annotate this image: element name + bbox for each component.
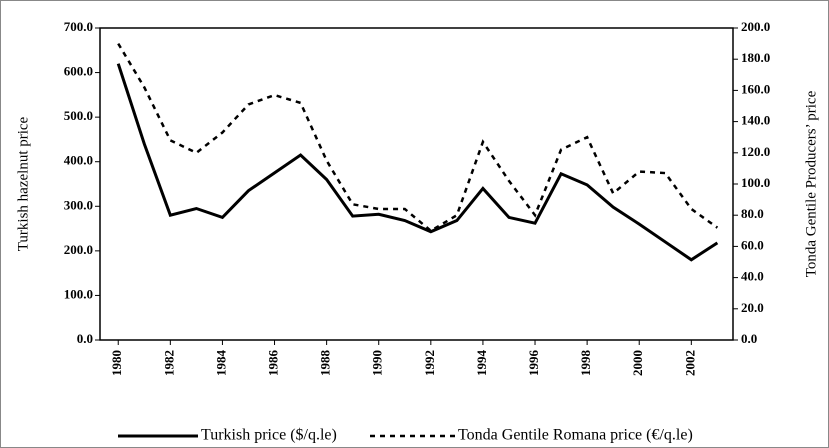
x-tick-label: 1990	[370, 350, 385, 376]
y-tick-label: 500.0	[64, 108, 93, 123]
x-tick-label: 2000	[630, 350, 645, 376]
y2-tick-label: 60.0	[741, 237, 764, 252]
y2-tick-label: 160.0	[741, 81, 770, 96]
legend-label: Turkish price ($/q.le)	[201, 427, 337, 444]
x-tick-label: 2002	[682, 350, 697, 376]
y-tick-label: 0.0	[77, 331, 93, 346]
y2-tick-label: 0.0	[741, 331, 757, 346]
y-tick-label: 100.0	[64, 286, 93, 301]
x-tick-label: 1980	[109, 350, 124, 376]
x-tick-label: 1998	[578, 350, 593, 377]
y2-tick-label: 140.0	[741, 113, 770, 128]
x-tick-label: 1994	[474, 350, 489, 377]
y2-tick-label: 200.0	[741, 19, 770, 34]
y2-axis-label: Tonda Gentile Producers’ price	[803, 90, 819, 277]
y2-tick-label: 180.0	[741, 50, 770, 65]
x-tick-label: 1996	[526, 350, 541, 377]
series-line	[116, 63, 719, 262]
x-tick-label: 1982	[161, 350, 176, 376]
legend-label: Tonda Gentile Romana price (€/q.le)	[458, 427, 693, 444]
y2-tick-label: 40.0	[741, 269, 764, 284]
series-line	[117, 42, 719, 233]
x-tick-label: 1984	[213, 350, 228, 377]
y-axis-label: Turkish hazelnut price	[15, 116, 31, 251]
y-tick-label: 200.0	[64, 242, 93, 257]
y2-tick-label: 20.0	[741, 300, 764, 315]
y-tick-label: 700.0	[64, 19, 93, 34]
y-tick-label: 600.0	[64, 64, 93, 79]
y2-tick-label: 80.0	[741, 206, 764, 221]
y2-tick-label: 100.0	[741, 175, 770, 190]
x-tick-label: 1988	[318, 350, 333, 377]
y-tick-label: 400.0	[64, 153, 93, 168]
x-tick-label: 1992	[422, 350, 437, 376]
y2-tick-label: 120.0	[741, 144, 770, 159]
y-tick-label: 300.0	[64, 197, 93, 212]
x-tick-label: 1986	[266, 350, 281, 377]
